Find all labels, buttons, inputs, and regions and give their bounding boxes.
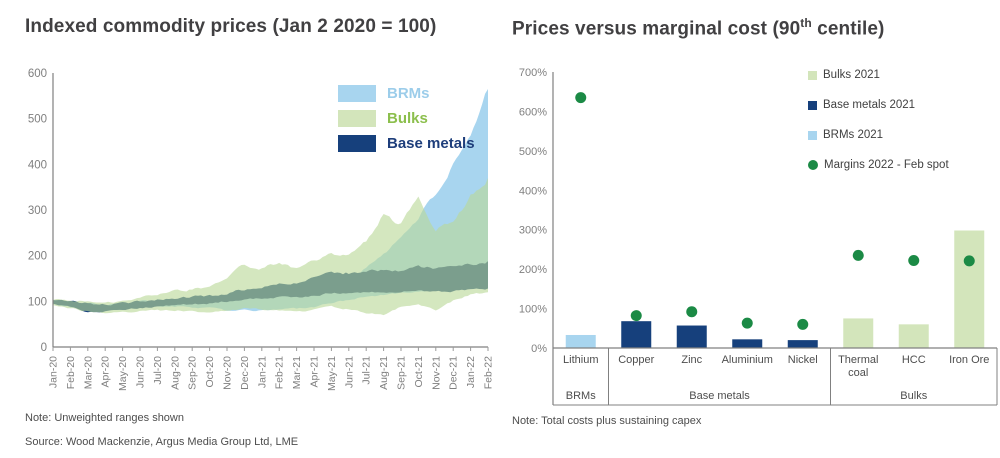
indexed-prices-band-chart: 0 100 200 300 400 500 600 Jan-20 Feb-20 Mar-20 Apr… (28, 68, 495, 391)
svg-text:500: 500 (28, 114, 47, 126)
prices-vs-cost-bar-chart: 0% 100% 200% 300% 400% 500% 600% 700% BRMs Base m… (519, 67, 998, 406)
left-chart-note: Note: Unweighted ranges shown (25, 412, 184, 424)
svg-text:Bulks: Bulks (900, 390, 927, 402)
svg-text:Jul-21: Jul-21 (361, 356, 373, 385)
svg-text:Nov-21: Nov-21 (430, 356, 442, 390)
base-metals-2021-label: Base metals 2021 (823, 99, 916, 111)
svg-text:100%: 100% (519, 304, 547, 316)
legend-item-brms-2021: BRMs 2021 (808, 128, 949, 142)
svg-text:Oct-20: Oct-20 (204, 356, 216, 388)
legend-item-brms: BRMs (338, 84, 475, 102)
svg-text:Thermal: Thermal (838, 354, 878, 366)
left-chart-source: Source: Wood Mackenzie, Argus Media Grou… (25, 436, 299, 448)
svg-text:Lithium: Lithium (563, 354, 598, 366)
svg-text:Nov-20: Nov-20 (222, 356, 234, 390)
left-chart-legend: BRMs Bulks Base metals (338, 84, 475, 159)
brms-2021-swatch (808, 130, 817, 140)
svg-text:Aug-20: Aug-20 (169, 356, 181, 390)
left-chart-title: Indexed commodity prices (Jan 2 2020 = 1… (25, 16, 437, 37)
bulks-label: Bulks (387, 109, 428, 127)
svg-text:Jun-20: Jun-20 (135, 356, 147, 388)
svg-text:May-21: May-21 (326, 356, 338, 391)
svg-text:Aluminium: Aluminium (722, 354, 773, 366)
svg-text:Mar-21: Mar-21 (291, 356, 303, 389)
svg-text:400%: 400% (519, 185, 547, 197)
bulks-2021-swatch (808, 70, 817, 80)
svg-text:Oct-21: Oct-21 (413, 356, 425, 388)
right-chart-title-text: Prices versus marginal cost (90 (512, 18, 801, 40)
right-chart-title-superscript: th (800, 16, 812, 30)
svg-text:300: 300 (28, 205, 47, 217)
svg-text:Feb-22: Feb-22 (483, 356, 495, 389)
right-chart-title-suffix: centile) (811, 18, 885, 40)
bulks-2021-label: Bulks 2021 (823, 69, 880, 81)
svg-text:400: 400 (28, 159, 47, 171)
svg-text:Jan-20: Jan-20 (48, 356, 60, 388)
svg-text:Apr-20: Apr-20 (100, 356, 112, 388)
base-metals-swatch (338, 134, 376, 152)
svg-text:Base metals: Base metals (689, 390, 750, 402)
margins-2022-label: Margins 2022 - Feb spot (824, 159, 949, 171)
right-chart-title: Prices versus marginal cost (90th centil… (512, 16, 884, 40)
svg-text:Jan-21: Jan-21 (256, 356, 268, 388)
brms-label: BRMs (387, 84, 430, 102)
svg-text:Copper: Copper (618, 354, 654, 366)
svg-text:Sep-21: Sep-21 (396, 356, 408, 390)
brms-2021-label: BRMs 2021 (823, 129, 884, 141)
legend-item-base-metals: Base metals (338, 134, 475, 152)
svg-text:600%: 600% (519, 106, 547, 118)
right-chart-legend: Bulks 2021 Base metals 2021 BRMs 2021 Ma… (808, 68, 949, 188)
svg-text:Zinc: Zinc (681, 354, 702, 366)
svg-text:Jan-22: Jan-22 (465, 356, 477, 388)
svg-text:Iron Ore: Iron Ore (949, 354, 989, 366)
svg-text:200%: 200% (519, 264, 547, 276)
svg-text:Nickel: Nickel (788, 354, 818, 366)
brms-swatch (338, 84, 376, 102)
base-metals-2021-swatch (808, 100, 817, 110)
svg-text:Feb-21: Feb-21 (274, 356, 286, 389)
svg-text:700%: 700% (519, 67, 547, 79)
svg-text:Apr-21: Apr-21 (309, 356, 321, 388)
svg-text:Dec-20: Dec-20 (239, 356, 251, 390)
svg-text:500%: 500% (519, 146, 547, 158)
svg-text:Sep-20: Sep-20 (187, 356, 199, 390)
svg-text:Jun-21: Jun-21 (343, 356, 355, 388)
bulks-swatch (338, 109, 376, 127)
svg-text:Jul-20: Jul-20 (152, 356, 164, 385)
svg-text:coal: coal (848, 367, 868, 379)
svg-text:300%: 300% (519, 225, 547, 237)
legend-item-bulks: Bulks (338, 109, 475, 127)
svg-text:HCC: HCC (902, 354, 926, 366)
svg-text:200: 200 (28, 251, 47, 263)
svg-text:100: 100 (28, 296, 47, 308)
legend-item-bulks-2021: Bulks 2021 (808, 68, 949, 82)
margins-2022-dot-icon (808, 160, 818, 170)
base-metals-label: Base metals (387, 134, 475, 152)
svg-text:Feb-20: Feb-20 (65, 356, 77, 389)
svg-text:Aug-21: Aug-21 (378, 356, 390, 390)
svg-text:600: 600 (28, 68, 47, 80)
svg-text:Dec-21: Dec-21 (448, 356, 460, 390)
legend-item-margins-2022: Margins 2022 - Feb spot (808, 158, 949, 172)
right-chart-note: Note: Total costs plus sustaining capex (512, 415, 702, 427)
svg-text:BRMs: BRMs (566, 390, 596, 402)
svg-text:Mar-20: Mar-20 (82, 356, 94, 389)
legend-item-base-metals-2021: Base metals 2021 (808, 98, 949, 112)
svg-text:May-20: May-20 (117, 356, 129, 391)
svg-text:0%: 0% (531, 343, 547, 355)
svg-text:0: 0 (41, 342, 47, 354)
